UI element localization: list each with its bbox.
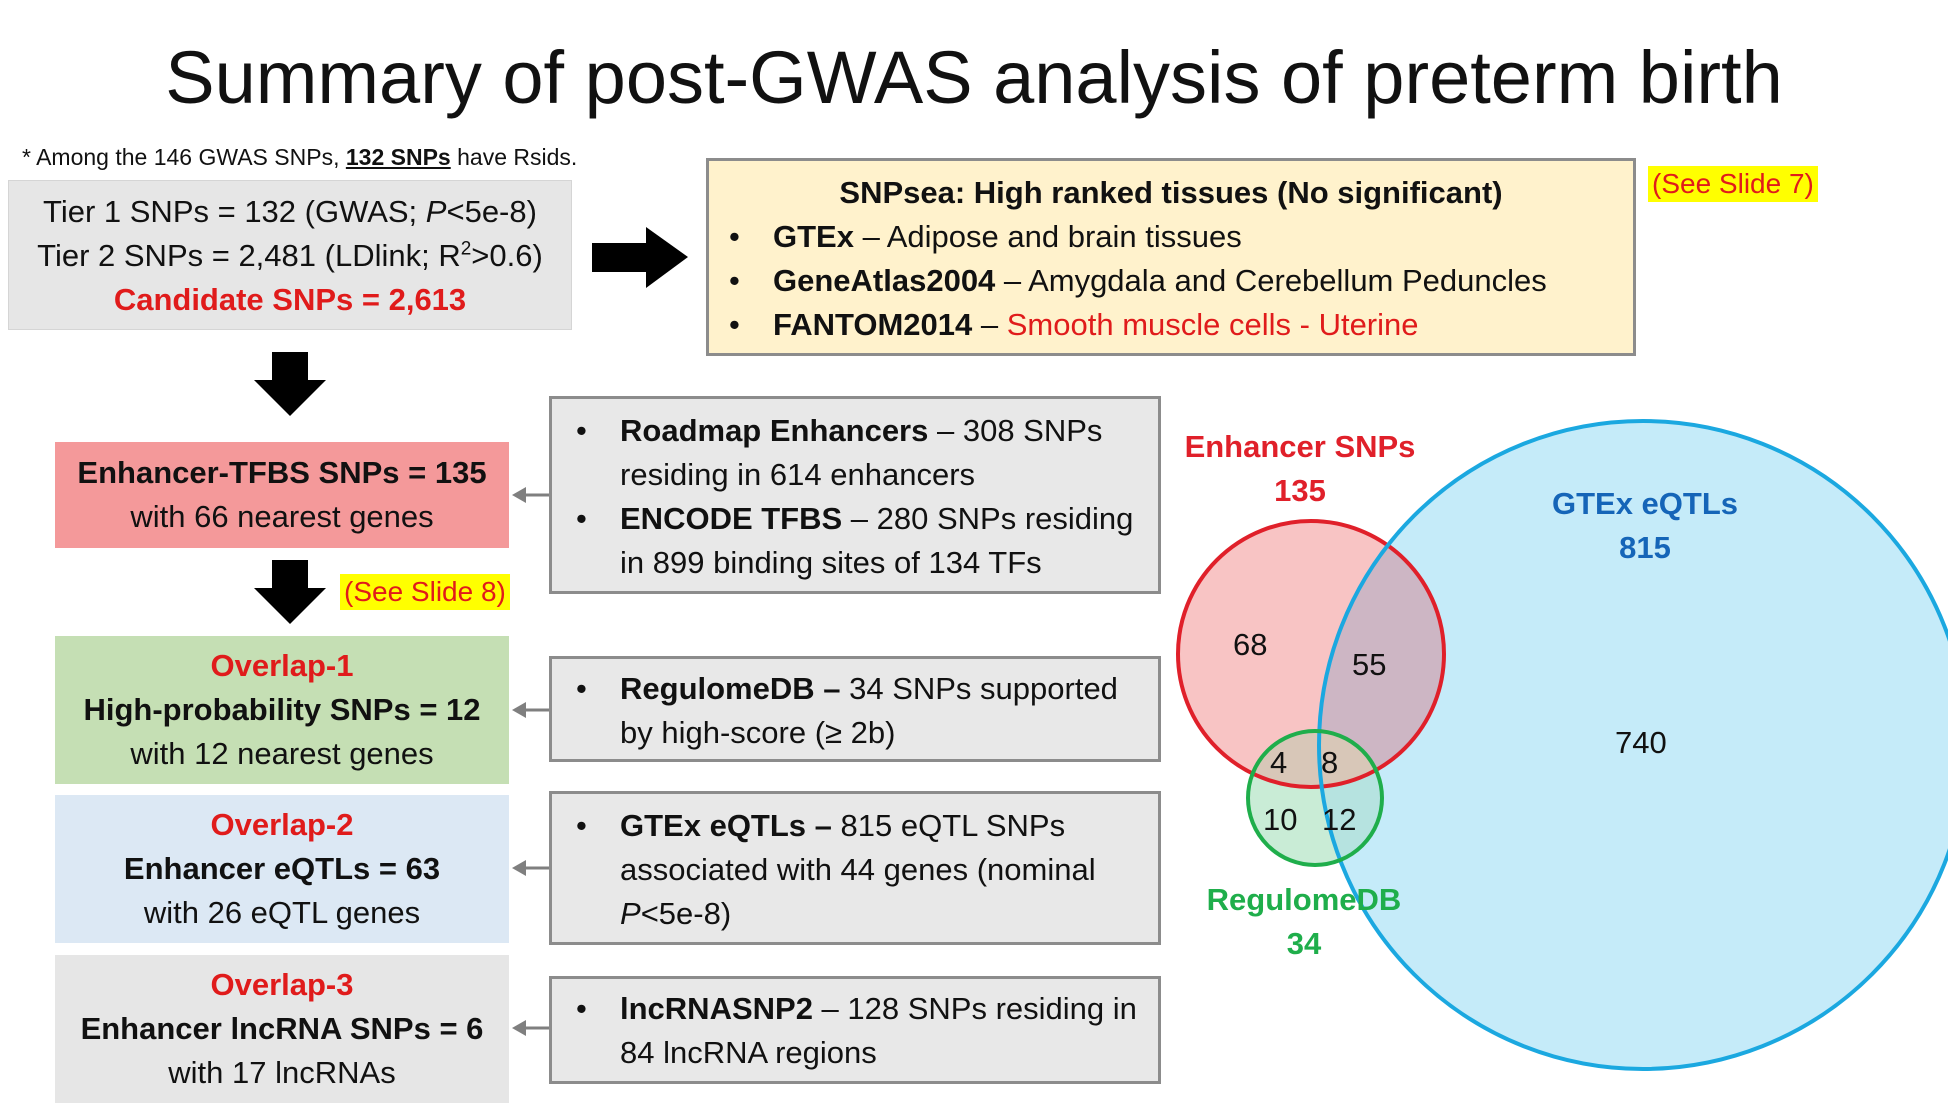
footnote-prefix: * Among the 146 GWAS SNPs, (22, 144, 346, 170)
lncrnasnp2-box: lncRNASNP2 – 128 SNPs residing in 84 lnc… (549, 976, 1161, 1084)
overlap-2-label: Overlap-2 (210, 807, 354, 842)
overlap-2-count: Enhancer eQTLs = 63 (123, 851, 441, 886)
roadmap-text: – 308 SNPs residing in 614 enhancers (620, 413, 1103, 492)
snpsea-item-text: – Adipose and brain tissues (853, 219, 1242, 254)
tier1-text: Tier 1 SNPs = 132 (GWAS; (43, 194, 426, 229)
tier1-line: Tier 1 SNPs = 132 (GWAS; P<5e-8) (9, 190, 571, 234)
footnote-bold: 132 SNPs (345, 144, 451, 170)
snpsea-title: SNPsea: High ranked tissues (No signific… (839, 175, 1503, 210)
overlap-1-genes: with 12 nearest genes (130, 736, 434, 771)
footnote-suffix: have Rsids. (450, 144, 578, 170)
overlap-2-box: Overlap-2 Enhancer eQTLs = 63 with 26 eQ… (55, 795, 509, 943)
tier2-text: Tier 2 SNPs = 2,481 (LDlink; R (37, 238, 461, 273)
left-arrow-icon (512, 487, 550, 503)
gtex-p: P (620, 896, 641, 931)
gtex-eqtls-total: 815 (1619, 530, 1671, 565)
regulomedb-box: RegulomeDB – 34 SNPs supported by high-s… (549, 656, 1161, 762)
overlap-3-count: Enhancer lncRNA SNPs = 6 (80, 1011, 484, 1046)
encode-text: – 280 SNPs residing in 899 binding sites… (620, 501, 1134, 580)
down-arrow-icon (254, 560, 326, 624)
gtex-bold: GTEx eQTLs – (620, 808, 832, 843)
tier2-line: Tier 2 SNPs = 2,481 (LDlink; R2>0.6) (9, 234, 571, 278)
regulomedb-bold: RegulomeDB – (620, 671, 841, 706)
enhancer-snps-label: Enhancer SNPs 135 (1170, 425, 1430, 513)
left-arrow-icon (512, 1020, 550, 1036)
venn-count-all-three: 8 (1321, 745, 1339, 780)
candidate-snps: Candidate SNPs = 2,613 (113, 282, 467, 317)
down-arrow-icon (254, 352, 326, 416)
tier-box: Tier 1 SNPs = 132 (GWAS; P<5e-8) Tier 2 … (8, 180, 572, 330)
gtex-threshold: <5e-8) (640, 896, 732, 931)
snpsea-item: GeneAtlas2004 – Amygdala and Cerebellum … (729, 259, 1623, 303)
enhancer-snps-title: Enhancer SNPs (1184, 429, 1416, 464)
tier1-p: P (425, 194, 447, 229)
encode-item: ENCODE TFBS – 280 SNPs residing in 899 b… (576, 497, 1148, 585)
tier2-threshold: >0.6) (471, 238, 543, 273)
footnote: * Among the 146 GWAS SNPs, 132 SNPs have… (22, 142, 577, 172)
overlap-3-lncrnas: with 17 lncRNAs (168, 1055, 396, 1090)
snpsea-list: GTEx – Adipose and brain tissues GeneAtl… (709, 215, 1633, 347)
enhancer-tfbs-box: Enhancer-TFBS SNPs = 135 with 66 nearest… (55, 442, 509, 548)
regulomedb-item: RegulomeDB – 34 SNPs supported by high-s… (576, 667, 1148, 755)
gtex-text: 815 eQTL SNPs associated with 44 genes (… (620, 808, 1096, 887)
overlap-3-label: Overlap-3 (210, 967, 354, 1002)
tier2-sup: 2 (460, 238, 472, 260)
roadmap-encode-box: Roadmap Enhancers – 308 SNPs residing in… (549, 396, 1161, 594)
roadmap-item: Roadmap Enhancers – 308 SNPs residing in… (576, 409, 1148, 497)
overlap-1-count: High-probability SNPs = 12 (83, 692, 481, 727)
gtex-item: GTEx eQTLs – 815 eQTL SNPs associated wi… (576, 804, 1148, 936)
right-arrow-icon (592, 227, 688, 288)
snpsea-item: GTEx – Adipose and brain tissues (729, 215, 1623, 259)
left-arrow-icon (512, 860, 550, 876)
lncrnasnp2-bold: lncRNASNP2 (620, 991, 813, 1026)
page-title: Summary of post-GWAS analysis of preterm… (165, 36, 1783, 119)
encode-bold: ENCODE TFBS (620, 501, 843, 536)
enhancer-tfbs-count: Enhancer-TFBS SNPs = 135 (77, 455, 487, 490)
gtex-eqtls-label: GTEx eQTLs 815 (1530, 482, 1760, 570)
regulomedb-text: 34 SNPs supported by high-score (≥ 2b) (620, 671, 1118, 750)
overlap-2-genes: with 26 eQTL genes (143, 895, 421, 930)
left-arrow-icon (512, 702, 550, 718)
overlap-1-label: Overlap-1 (210, 648, 354, 683)
enhancer-outline (1176, 519, 1446, 789)
venn-count-regulomedb-gtex: 12 (1322, 802, 1357, 837)
gtex-box: GTEx eQTLs – 815 eQTL SNPs associated wi… (549, 791, 1161, 945)
lncrnasnp2-text: – 128 SNPs residing in 84 lncRNA regions (620, 991, 1137, 1070)
regulomedb-outline (1246, 729, 1384, 867)
gtex-circle (1319, 421, 1948, 1069)
enhancer-snps-total: 135 (1274, 473, 1326, 508)
gtex-eqtls-title: GTEx eQTLs (1551, 486, 1739, 521)
see-slide-7-tag: (See Slide 7) (1648, 166, 1818, 202)
regulomedb-label: RegulomeDB 34 (1184, 878, 1424, 966)
tier1-threshold: <5e-8) (446, 194, 537, 229)
snpsea-item-text: – (972, 307, 1007, 342)
snpsea-item-bold: GTEx (773, 219, 854, 254)
see-slide-8-tag: (See Slide 8) (340, 574, 510, 610)
snpsea-item-bold: FANTOM2014 (773, 307, 973, 342)
roadmap-bold: Roadmap Enhancers (620, 413, 929, 448)
venn-count-gtex-only: 740 (1615, 725, 1667, 760)
overlap-3-box: Overlap-3 Enhancer lncRNA SNPs = 6 with … (55, 955, 509, 1103)
overlap-1-box: Overlap-1 High-probability SNPs = 12 wit… (55, 636, 509, 784)
regulomedb-title: RegulomeDB (1206, 882, 1402, 917)
lncrnasnp2-item: lncRNASNP2 – 128 SNPs residing in 84 lnc… (576, 987, 1148, 1075)
regulomedb-total: 34 (1286, 926, 1322, 961)
venn-count-enhancer-gtex: 55 (1352, 647, 1387, 682)
snpsea-item-text: – Amygdala and Cerebellum Peduncles (995, 263, 1547, 298)
venn-count-enhancer-regulomedb: 4 (1270, 745, 1288, 780)
snpsea-item-bold: GeneAtlas2004 (773, 263, 996, 298)
snpsea-box: SNPsea: High ranked tissues (No signific… (706, 158, 1636, 356)
snpsea-item: FANTOM2014 – Smooth muscle cells - Uteri… (729, 303, 1623, 347)
venn-count-enhancer-only: 68 (1233, 627, 1268, 662)
venn-count-regulomedb-only: 10 (1263, 802, 1298, 837)
gtex-outline (1317, 419, 1948, 1071)
enhancer-tfbs-genes: with 66 nearest genes (130, 499, 434, 534)
snpsea-item-highlight: Smooth muscle cells - Uterine (1006, 307, 1419, 342)
